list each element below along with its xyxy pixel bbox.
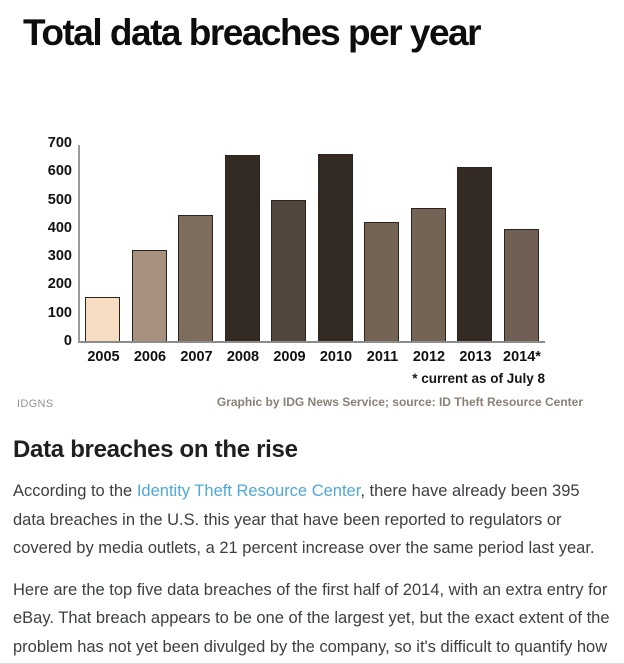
paragraph-1-suffix: , there have already been 395 data breac…	[13, 482, 595, 557]
x-axis-label-2014: 2014*	[503, 349, 541, 365]
x-axis-label-2005: 2005	[87, 349, 120, 365]
y-axis-tick-400: 400	[47, 219, 72, 236]
paragraph-1-prefix: According to the	[13, 482, 137, 500]
bar-2007	[178, 214, 213, 341]
bar-2008	[224, 155, 260, 341]
y-axis-tick-0: 0	[63, 333, 72, 349]
x-axis-label-2013: 2013	[459, 349, 492, 365]
x-axis-label-2009: 2009	[273, 349, 306, 365]
chart-title: Total data breaches per year	[23, 12, 482, 53]
y-axis-tick-200: 200	[47, 276, 72, 293]
bar-chart: 0 100 200 300 400 500 600 700 2005 2006 2007 2008 20…	[0, 130, 624, 370]
y-axis-tick-600: 600	[47, 163, 72, 180]
chart-footnote: * current as of July 8	[412, 371, 545, 386]
bar-2005	[85, 296, 120, 341]
x-axis-label-2008: 2008	[226, 349, 260, 365]
article-paragraph-2: Here are the top five data breaches of t…	[13, 580, 610, 656]
y-axis-tick-300: 300	[47, 248, 72, 265]
y-axis-tick-100: 100	[47, 304, 72, 321]
x-axis-label-2012: 2012	[412, 349, 446, 365]
bar-2013	[457, 167, 492, 341]
y-axis-tick-700: 700	[47, 135, 72, 151]
bar-2006	[131, 250, 167, 341]
x-axis-label-2011: 2011	[366, 349, 399, 365]
y-axis-tick-500: 500	[47, 191, 72, 208]
plot-area: 0 100 200 300 400 500 600 700 2005 2006 2007 2008 20…	[48, 136, 545, 365]
chart-watermark: IDGNS	[17, 398, 54, 410]
article-body: Data breaches on the rise According to t…	[13, 436, 613, 664]
chart-credit: Graphic by IDG News Service; source: ID …	[216, 395, 583, 409]
x-axis-label-2007: 2007	[180, 349, 213, 365]
article-heading: Data breaches on the rise	[13, 436, 298, 463]
x-axis-label-2006: 2006	[133, 349, 167, 365]
bar-2011	[364, 222, 399, 341]
bar-2012	[410, 208, 446, 341]
bar-2014	[503, 229, 539, 341]
bar-2010	[317, 153, 353, 341]
article-paragraph-1: According to the Identity Theft Resource…	[13, 477, 613, 563]
bar-2009	[271, 200, 306, 341]
itrc-link[interactable]: Identity Theft Resource Center	[136, 482, 361, 500]
x-axis-label-2010: 2010	[319, 349, 353, 365]
chart-graphic: Total data breaches per year 0 100 200 300 4…	[0, 12, 624, 410]
